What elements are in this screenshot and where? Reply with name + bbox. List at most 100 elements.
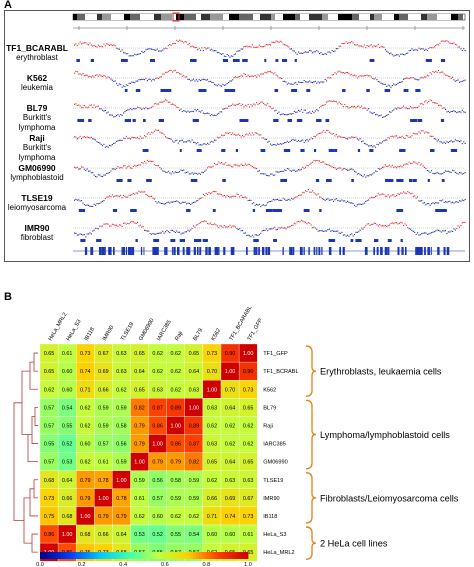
cluster-bracket: [305, 526, 317, 560]
cell-value: 0.62: [189, 514, 200, 520]
colorbar-tick: 0.0: [36, 562, 44, 567]
cell-value: 0.54: [189, 532, 200, 538]
cell-value: 0.79: [134, 442, 145, 448]
sample-name: GM06990: [18, 163, 56, 173]
cell-value: 0.87: [189, 442, 200, 448]
replication-tracks: [72, 12, 466, 255]
cell-value: 0.79: [152, 460, 163, 466]
column-label: HeLa_S3: [66, 319, 83, 342]
column-label: IMR90: [102, 325, 115, 342]
cell-value: 0.66: [98, 532, 109, 538]
cell-value: 0.62: [80, 423, 91, 429]
row-label: TF1_GFP: [263, 351, 288, 357]
cell-value: 0.63: [189, 387, 200, 393]
sample-track: [73, 159, 466, 182]
cell-value: 0.64: [225, 405, 236, 411]
cell-value: 0.75: [44, 514, 55, 520]
cell-value: 0.86: [44, 532, 55, 538]
column-label: IARC385: [156, 319, 173, 342]
cell-value: 0.57: [152, 496, 163, 502]
cell-value: 0.59: [98, 423, 109, 429]
sample-track: [73, 129, 466, 152]
cell-value: 0.73: [207, 351, 218, 357]
sample-name: TLSE19: [21, 193, 53, 203]
cell-value: 0.78: [116, 496, 127, 502]
cell-value: 0.73: [243, 514, 254, 520]
cell-value: 1.00: [189, 405, 200, 411]
cell-value: 0.64: [116, 532, 127, 538]
cell-value: 0.90: [243, 369, 254, 375]
cell-value: 0.66: [98, 387, 109, 393]
cell-value: 0.64: [189, 369, 200, 375]
cluster-label: Erythroblasts, leukaemia cells: [320, 367, 442, 377]
cell-value: 0.58: [116, 423, 127, 429]
cluster-label: Lymphoma/lymphoblastoid cells: [320, 430, 450, 440]
cell-value: 0.79: [134, 423, 145, 429]
cell-value: 0.59: [189, 478, 200, 484]
cell-value: 0.65: [44, 369, 55, 375]
cell-value: 0.60: [207, 532, 218, 538]
cell-value: 0.62: [243, 442, 254, 448]
cell-value: 0.56: [116, 442, 127, 448]
cell-value: 0.60: [62, 387, 73, 393]
cell-value: 0.65: [243, 405, 254, 411]
cell-value: 0.60: [225, 532, 236, 538]
cell-value: 0.66: [207, 496, 218, 502]
cell-value: 0.54: [62, 405, 73, 411]
cell-value: 0.66: [62, 496, 73, 502]
sample-label: TLSE19 leiomyosarcoma: [5, 193, 69, 213]
cell-value: 0.79: [80, 496, 91, 502]
row-label: BL79: [263, 405, 276, 411]
cell-value: 0.63: [225, 478, 236, 484]
sample-label: BL79 Burkitt's lymphoma: [5, 103, 69, 133]
column-label: IB118: [84, 327, 96, 342]
sample-label: IMR90 fibroblast: [5, 223, 69, 243]
row-label: HeLa_MRL2: [263, 550, 294, 556]
cell-value: 0.69: [225, 496, 236, 502]
cell-value: 0.63: [152, 387, 163, 393]
sample-label: GM06990 lymphoblastoid: [5, 163, 69, 183]
cell-value: 0.65: [243, 460, 254, 466]
sample-name: TF1_BCARABL: [6, 43, 68, 53]
cell-value: 0.79: [171, 460, 182, 466]
cluster-bracket: [305, 399, 317, 470]
cell-value: 0.73: [80, 351, 91, 357]
sample-track: [73, 189, 466, 212]
cell-value: 0.70: [207, 369, 218, 375]
cell-value: 0.65: [44, 351, 55, 357]
cell-value: 0.78: [98, 478, 109, 484]
sample-track: [73, 69, 466, 92]
cell-value: 0.79: [116, 514, 127, 520]
heatmap-cells: 0.65 0.61 0.73 0.67 0.63 0.65 0.62 0.62 0.65 0.73…: [39, 343, 258, 562]
row-label: HeLa_S3: [263, 532, 286, 538]
cell-value: 1.00: [243, 351, 254, 357]
cell-value: 0.61: [62, 351, 73, 357]
cell-value: 1.00: [152, 442, 163, 448]
cell-value: 0.63: [116, 369, 127, 375]
cell-value: 0.62: [171, 514, 182, 520]
cell-value: 0.62: [44, 387, 55, 393]
cell-value: 0.59: [116, 405, 127, 411]
cell-value: 0.64: [225, 460, 236, 466]
cell-value: 0.62: [152, 369, 163, 375]
colorbar-tick: 1.0: [244, 562, 252, 567]
cell-value: 0.74: [80, 369, 91, 375]
sample-type: fibroblast: [20, 233, 54, 242]
sample-type: leiomyosarcoma: [7, 203, 67, 212]
cell-value: 1.00: [62, 532, 73, 538]
cell-value: 0.71: [207, 514, 218, 520]
cell-value: 0.63: [207, 442, 218, 448]
sample-track: [73, 219, 466, 242]
sample-label: Raji Burkitt's lymphoma: [5, 133, 69, 163]
cell-value: 0.79: [98, 514, 109, 520]
cell-value: 1.00: [80, 514, 91, 520]
panel-b-letter: B: [4, 291, 12, 303]
cell-value: 0.59: [189, 496, 200, 502]
cell-value: 1.00: [225, 369, 236, 375]
cell-value: 0.69: [98, 369, 109, 375]
cell-value: 0.56: [152, 478, 163, 484]
cell-value: 0.90: [225, 351, 236, 357]
cell-value: 0.58: [171, 478, 182, 484]
sample-name: Raji: [29, 133, 45, 143]
